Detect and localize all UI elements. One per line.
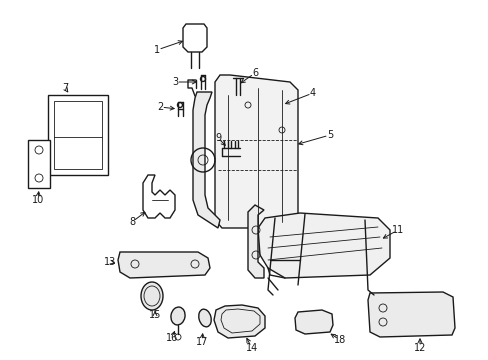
Text: 3: 3 <box>172 77 178 87</box>
Polygon shape <box>214 305 264 338</box>
Circle shape <box>177 103 182 108</box>
Text: 11: 11 <box>391 225 403 235</box>
Text: 8: 8 <box>129 217 135 227</box>
Polygon shape <box>118 252 209 278</box>
Ellipse shape <box>141 282 163 310</box>
Polygon shape <box>183 24 206 52</box>
Text: 18: 18 <box>333 335 346 345</box>
Polygon shape <box>28 140 50 188</box>
Text: 14: 14 <box>245 343 258 353</box>
Polygon shape <box>258 213 389 278</box>
Text: 13: 13 <box>103 257 116 267</box>
Polygon shape <box>215 75 297 228</box>
Polygon shape <box>48 95 108 175</box>
Text: 15: 15 <box>148 310 161 320</box>
Polygon shape <box>142 175 175 218</box>
Ellipse shape <box>198 309 211 327</box>
Text: 10: 10 <box>32 195 44 205</box>
Text: 4: 4 <box>309 88 315 98</box>
Circle shape <box>200 77 205 81</box>
Text: 12: 12 <box>413 343 426 353</box>
Text: 9: 9 <box>215 133 221 143</box>
Polygon shape <box>367 292 454 337</box>
Text: 7: 7 <box>62 83 68 93</box>
Text: 6: 6 <box>251 68 258 78</box>
Polygon shape <box>193 92 220 228</box>
Text: 2: 2 <box>157 102 163 112</box>
Polygon shape <box>247 205 264 278</box>
Text: 1: 1 <box>154 45 160 55</box>
Ellipse shape <box>171 307 184 325</box>
Text: 5: 5 <box>326 130 332 140</box>
Text: 17: 17 <box>195 337 208 347</box>
Polygon shape <box>294 310 332 334</box>
Text: 16: 16 <box>165 333 178 343</box>
